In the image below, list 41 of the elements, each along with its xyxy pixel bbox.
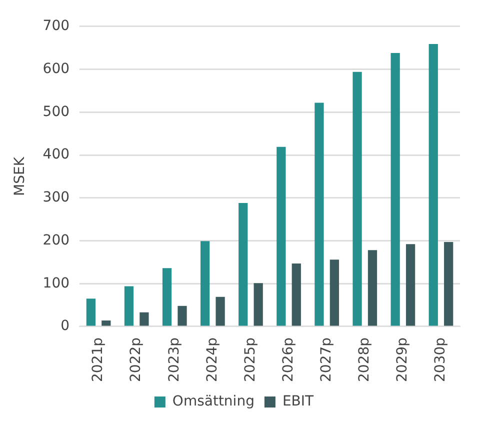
y-tick-label: 200 (42, 232, 70, 248)
bar (200, 241, 210, 326)
x-tick-label: 2027p (318, 337, 334, 382)
bar (314, 102, 324, 326)
y-tick-label: 300 (42, 190, 70, 206)
bar (292, 263, 301, 326)
bar (406, 244, 416, 326)
bar (254, 283, 263, 326)
bar (178, 306, 187, 326)
x-tick-label: 2030p (432, 337, 449, 382)
bar (368, 250, 378, 326)
bar (428, 44, 438, 326)
bar (124, 286, 134, 326)
y-axis-title: MSEK (12, 156, 28, 196)
x-tick-label: 2022p (128, 337, 144, 382)
y-tick-label: 700 (42, 18, 70, 34)
bar (162, 268, 172, 326)
x-tick-label: 2023p (166, 337, 182, 382)
x-tick-label: 2024p (204, 337, 220, 382)
bar (238, 203, 248, 326)
bar (330, 260, 340, 326)
x-tick-label: 2021p (90, 337, 106, 382)
y-tick-label: 0 (60, 318, 70, 334)
bar (102, 320, 111, 326)
bar (444, 242, 454, 326)
y-tick-label: 500 (42, 104, 70, 120)
x-tick-label: 2029p (394, 337, 411, 382)
y-tick-label: 600 (42, 60, 70, 77)
bar (216, 296, 225, 326)
x-tick-label: 2028p (356, 337, 373, 382)
x-tick-label: 2025p (242, 337, 258, 382)
y-tick-label: 400 (42, 146, 70, 163)
bar (390, 52, 400, 326)
legend-label: EBIT (282, 394, 314, 410)
legend-label: Omsättning (172, 394, 254, 410)
bar (86, 298, 96, 326)
x-tick-label: 2026p (280, 337, 296, 382)
bar (140, 312, 149, 326)
y-tick-label: 100 (42, 275, 70, 292)
bar (352, 72, 362, 326)
bar (276, 146, 286, 326)
